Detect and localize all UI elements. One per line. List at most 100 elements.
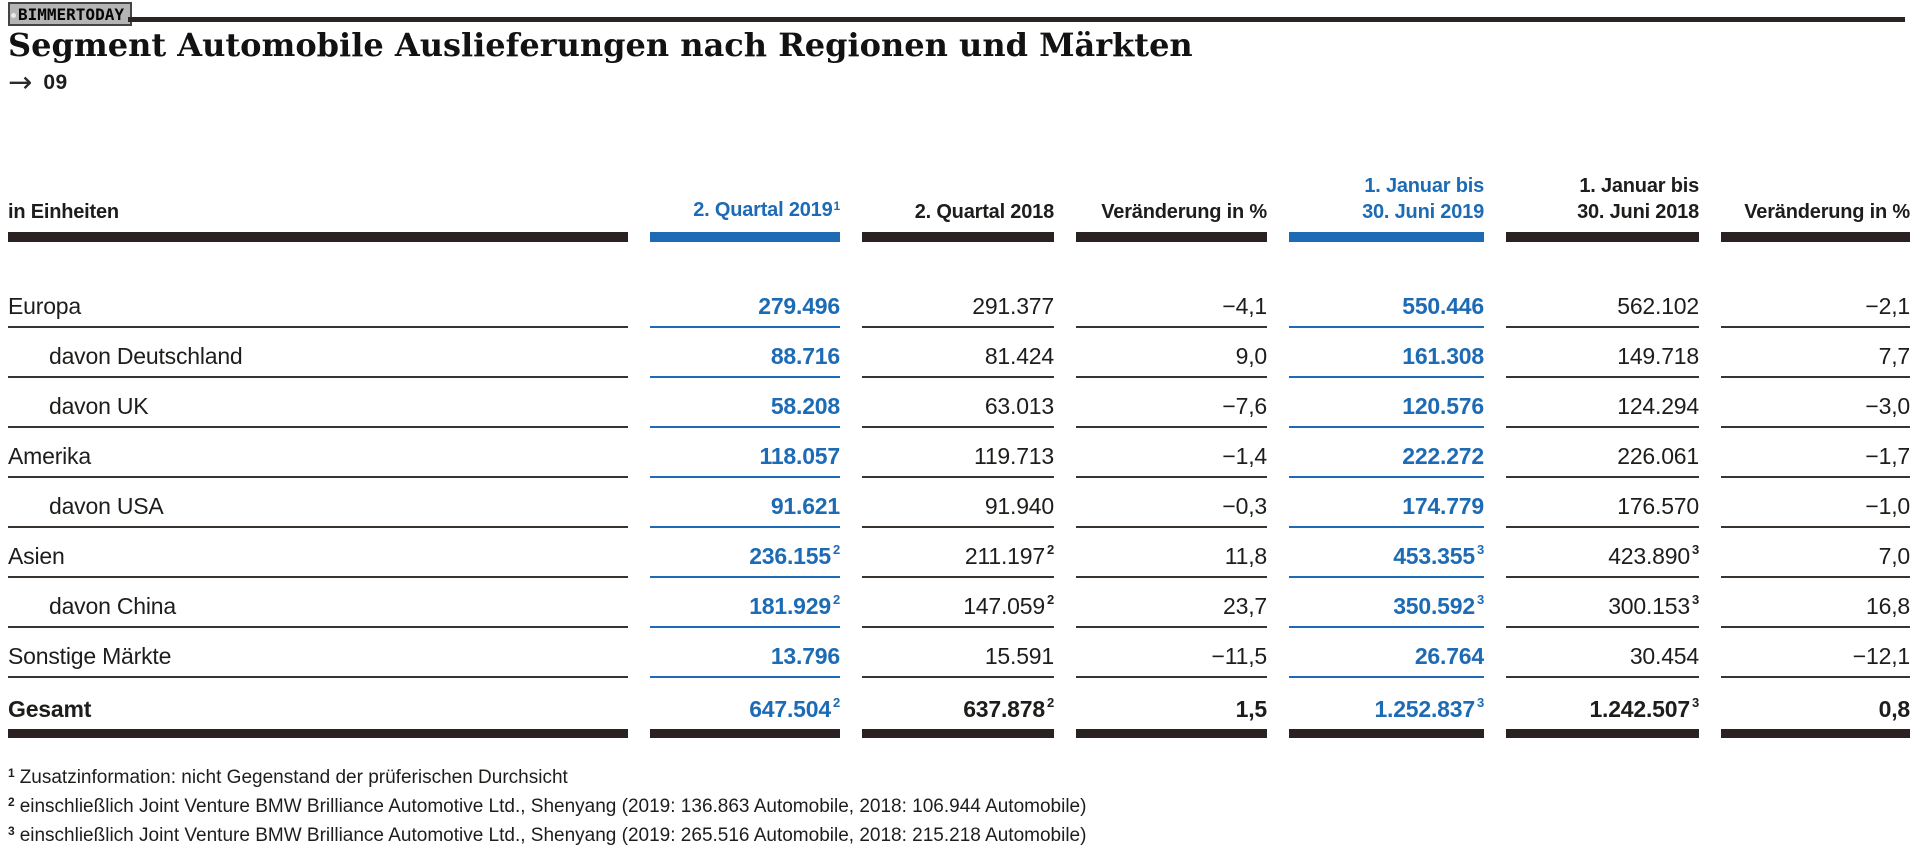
bimmertoday-badge: BIMMERTODAY <box>8 2 132 26</box>
badge-label: BIMMERTODAY <box>18 4 124 24</box>
table-cell: 91.940 <box>862 478 1054 528</box>
table-cell: 63.013 <box>862 378 1054 428</box>
table-cell: 13.796 <box>650 628 840 678</box>
cell-value: −1,7 <box>1865 443 1910 469</box>
cell-value: 91.621 <box>770 493 840 519</box>
column-header: Veränderung in % <box>1076 173 1267 242</box>
cell-value: 176.570 <box>1617 493 1699 519</box>
cell-value: 174.779 <box>1402 493 1484 519</box>
cell-value: −11,5 <box>1211 643 1268 669</box>
table-cell: 211.197 2 <box>862 528 1054 578</box>
cell-value: 13.796 <box>770 643 840 669</box>
table-cell: 236.155 2 <box>650 528 840 578</box>
row-label: davon Deutschland <box>8 328 628 378</box>
unit-label-text: in Einheiten <box>8 201 119 223</box>
footnote-marker: 3 <box>1691 695 1699 710</box>
column-header-line2: 2. Quartal 2018 <box>862 199 1055 225</box>
cell-value: −1,0 <box>1865 493 1910 519</box>
footnote-marker: 3 <box>8 824 15 838</box>
cell-value: 9,0 <box>1235 343 1268 369</box>
column-header-label: 30. Juni 2018 <box>1577 201 1699 223</box>
footnote-marker: 2 <box>1046 592 1054 607</box>
column-header-line2: Veränderung in % <box>1721 199 1910 225</box>
footnote-text: Zusatzinformation: nicht Gegenstand der … <box>19 767 568 788</box>
table-row: davon China 181.929 2 147.059 2 23,7 350.592 3 3… <box>8 578 1910 628</box>
column-header-line2: 2. Quartal 20191 <box>650 197 840 225</box>
cell-value: 120.576 <box>1402 393 1484 419</box>
column-header: Veränderung in % <box>1721 173 1910 242</box>
footnote-marker: 2 <box>1046 542 1054 557</box>
footnote-marker: 1 <box>8 766 15 780</box>
table-cell: 176.570 <box>1506 478 1699 528</box>
footnote-marker: 3 <box>1476 695 1484 710</box>
table-cell: 291.377 <box>862 242 1054 328</box>
footnote: 1 Zusatzinformation: nicht Gegenstand der… <box>8 764 1086 793</box>
cell-value: 124.294 <box>1617 393 1699 419</box>
row-label-text: Sonstige Märkte <box>8 643 172 669</box>
table-cell: 550.446 <box>1289 242 1484 328</box>
cell-value: 181.929 <box>749 593 831 619</box>
cell-value: −1,4 <box>1222 443 1267 469</box>
table-cell: 7,0 <box>1721 528 1910 578</box>
table-cell: −3,0 <box>1721 378 1910 428</box>
row-label-text: davon China <box>49 593 176 619</box>
table-cell: −1,4 <box>1076 428 1267 478</box>
column-header-line1: 1. Januar bis <box>1579 175 1699 197</box>
column-header: 1. Januar bis 30. Juni 2018 <box>1506 173 1699 242</box>
table-header-row: in Einheiten 2. Quartal 20191 2. Quartal … <box>8 173 1910 242</box>
footnote-marker: 2 <box>1046 695 1054 710</box>
table-cell: 58.208 <box>650 378 840 428</box>
cell-value: 647.504 <box>749 696 831 722</box>
footnote-marker: 3 <box>1691 592 1699 607</box>
cell-value: 58.208 <box>770 393 840 419</box>
table-cell: 23,7 <box>1076 578 1267 628</box>
cell-value: 236.155 <box>749 543 831 569</box>
column-header-line1: 1. Januar bis <box>1364 175 1484 197</box>
column-header: 2. Quartal 2018 <box>862 173 1054 242</box>
row-label: Amerika <box>8 428 628 478</box>
footnote-marker: 3 <box>1476 592 1484 607</box>
cell-value: 26.764 <box>1414 643 1484 669</box>
table-cell: 16,8 <box>1721 578 1910 628</box>
cell-value: 350.592 <box>1393 593 1475 619</box>
footnote-marker: 2 <box>832 695 840 710</box>
cell-value: 7,7 <box>1878 343 1911 369</box>
column-header-line2: Veränderung in % <box>1076 199 1267 225</box>
cell-value: 81.424 <box>984 343 1054 369</box>
arrow-right-icon: → <box>8 65 33 99</box>
top-divider <box>128 17 1905 22</box>
footnote-marker: 3 <box>1691 542 1699 557</box>
cell-value: 637.878 <box>963 696 1045 722</box>
table-cell: −7,6 <box>1076 378 1267 428</box>
table-cell: 81.424 <box>862 328 1054 378</box>
row-label-text: Gesamt <box>8 696 92 722</box>
table-cell: 222.272 <box>1289 428 1484 478</box>
table-cell: 279.496 <box>650 242 840 328</box>
table-cell: 161.308 <box>1289 328 1484 378</box>
row-label: Gesamt <box>8 678 628 738</box>
badge-dot-icon <box>11 13 16 18</box>
table-cell: 149.718 <box>1506 328 1699 378</box>
row-label-text: davon UK <box>49 393 149 419</box>
footnote-marker: 3 <box>1476 542 1484 557</box>
column-header-line2: 30. Juni 2019 <box>1289 199 1484 225</box>
table-cell: 26.764 <box>1289 628 1484 678</box>
table-cell: −2,1 <box>1721 242 1910 328</box>
table-cell: 174.779 <box>1289 478 1484 528</box>
footnote-marker: 2 <box>832 542 840 557</box>
table-row: Asien 236.155 2 211.197 2 11,8 453.355 3 423.890… <box>8 528 1910 578</box>
cell-value: −0,3 <box>1222 493 1267 519</box>
row-label: Sonstige Märkte <box>8 628 628 678</box>
footnote: 2 einschließlich Joint Venture BMW Brilli… <box>8 793 1086 822</box>
column-header-label: 2. Quartal 2018 <box>914 201 1055 223</box>
column-header-line2: 30. Juni 2018 <box>1506 199 1699 225</box>
footnote-marker: 2 <box>8 795 15 809</box>
column-header-label: Veränderung in % <box>1744 201 1910 223</box>
row-label-text: davon USA <box>49 493 164 519</box>
table-cell: 1.252.837 3 <box>1289 678 1484 738</box>
table-cell: 124.294 <box>1506 378 1699 428</box>
table-cell: 300.153 3 <box>1506 578 1699 628</box>
footnotes: 1 Zusatzinformation: nicht Gegenstand der… <box>8 764 1086 851</box>
table-cell: 562.102 <box>1506 242 1699 328</box>
table-cell: −4,1 <box>1076 242 1267 328</box>
